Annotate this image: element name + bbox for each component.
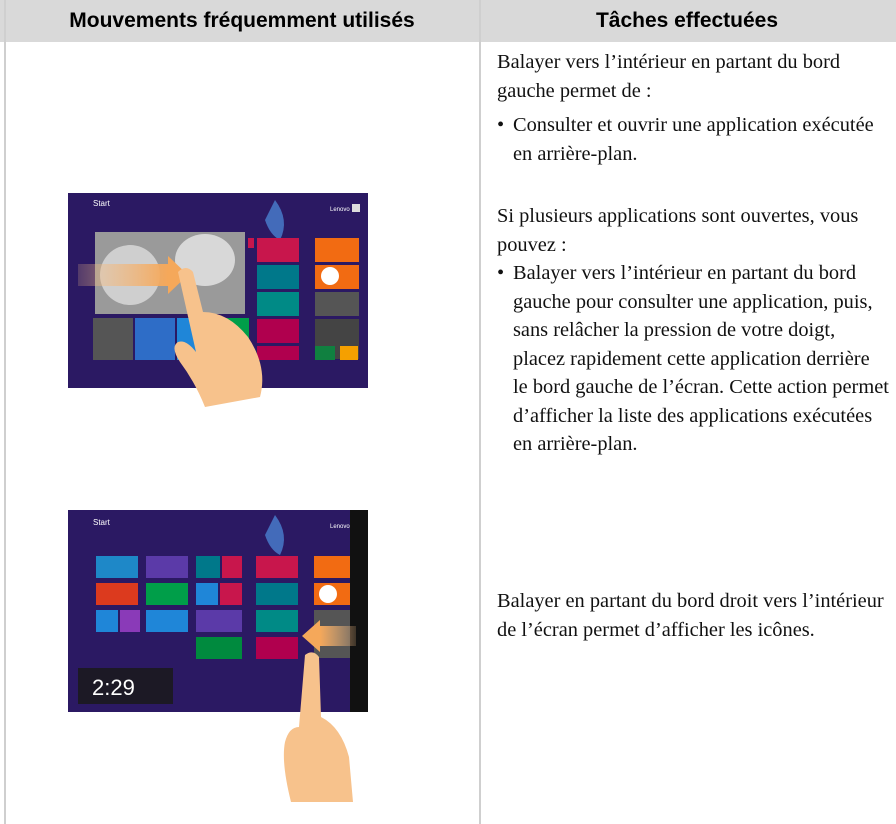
border bbox=[4, 0, 6, 824]
screenshot: Start Lenovo 2:29 bbox=[68, 510, 368, 802]
border bbox=[479, 0, 481, 824]
paragraph: Balayer en partant du bord droit vers l’… bbox=[497, 590, 884, 641]
screen-label: Lenovo bbox=[330, 207, 350, 213]
screen-label: Start bbox=[93, 518, 111, 527]
right-swipe-text: Balayer en partant du bord droit vers l’… bbox=[497, 587, 889, 644]
left-swipe-text: Balayer vers l’intérieur en partant du b… bbox=[497, 48, 889, 459]
bullet: Balayer vers l’intérieur en partant du b… bbox=[497, 259, 889, 459]
screen-label: Lenovo bbox=[330, 524, 350, 530]
paragraph: Si plusieurs applications sont ouvertes,… bbox=[497, 205, 859, 256]
screen-label: Start bbox=[93, 199, 111, 208]
screen-label: 2:29 bbox=[92, 675, 135, 700]
screenshot: Start Lenovo bbox=[68, 193, 368, 407]
column-title: Tâches effectuées bbox=[595, 9, 779, 32]
bullet: Consulter et ouvrir une application exéc… bbox=[497, 111, 889, 168]
illustrations: Start Lenovo Start Lenovo bbox=[68, 193, 368, 802]
table-header: Mouvements fréquemment utilisés Tâches e… bbox=[0, 0, 896, 42]
column-title: Mouvements fréquemment utilisés bbox=[69, 9, 415, 32]
paragraph: Balayer vers l’intérieur en partant du b… bbox=[497, 51, 841, 102]
